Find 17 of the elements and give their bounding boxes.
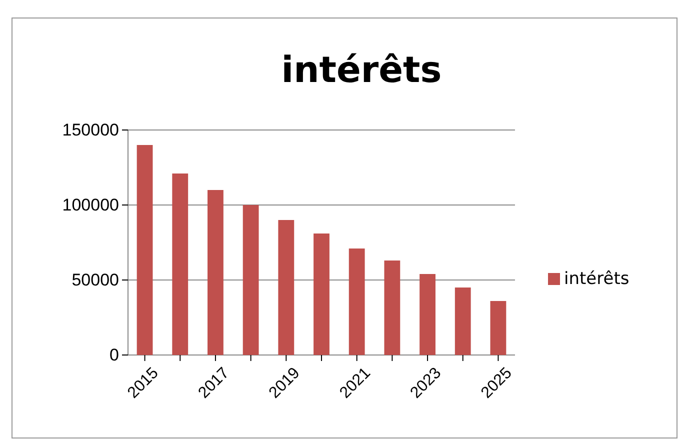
- y-tick-label: 150000: [62, 120, 119, 140]
- y-tick-label: 50000: [72, 270, 119, 290]
- bar: [420, 274, 436, 355]
- bar: [278, 220, 294, 355]
- bar: [490, 301, 506, 355]
- bar: [172, 174, 188, 355]
- y-tick-label: 0: [110, 345, 119, 364]
- bar: [242, 205, 259, 355]
- bar: [208, 190, 224, 355]
- y-tick-label: 100000: [62, 195, 119, 214]
- legend-label: intérêts: [564, 269, 630, 289]
- bar: [454, 288, 471, 355]
- bar: [348, 248, 365, 355]
- bar: [314, 234, 330, 355]
- chart-title: intérêts: [281, 50, 442, 91]
- bar: [384, 260, 400, 355]
- bar: [136, 145, 153, 355]
